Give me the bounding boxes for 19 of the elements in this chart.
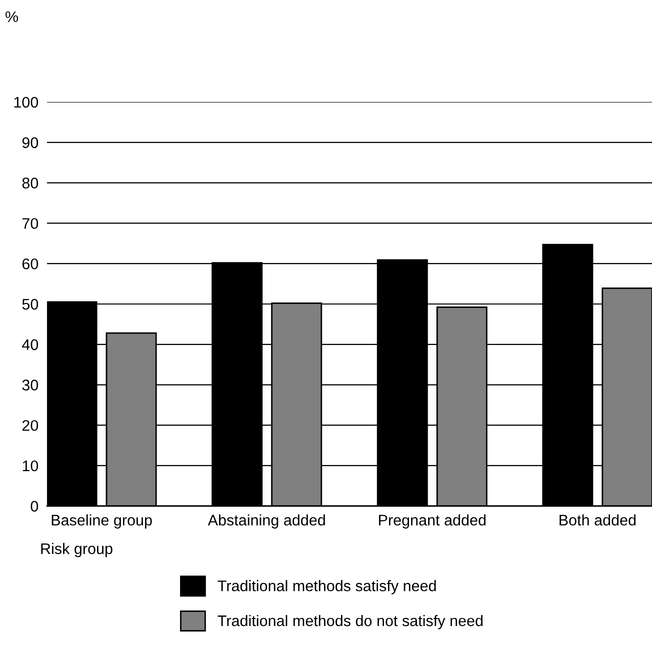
y-tick-label: 50 <box>22 298 38 310</box>
y-tick-label: 10 <box>22 460 38 472</box>
x-tick-label: Both added <box>560 514 636 526</box>
x-tick-label: Baseline group <box>52 514 152 529</box>
x-axis-title: Risk group <box>41 542 112 558</box>
y-tick-label: 60 <box>22 258 38 270</box>
y-tick-label: 30 <box>22 380 38 390</box>
y-tick-label: 90 <box>22 137 38 148</box>
y-tick-label: 100 <box>14 96 38 108</box>
y-tick-label: 40 <box>22 339 38 350</box>
y-axis-title: % <box>6 11 18 22</box>
y-tick-label: 0 <box>30 500 38 512</box>
legend-label: Traditional methods satisfy need <box>218 580 436 594</box>
y-tick-label: 80 <box>22 178 38 188</box>
legend-label: Traditional methods do not satisfy need <box>218 614 483 630</box>
x-tick-label: Pregnant added <box>379 514 486 529</box>
x-tick-label: Abstaining added <box>208 514 325 529</box>
y-tick-label: 20 <box>22 420 38 431</box>
y-tick-label: 70 <box>22 218 38 229</box>
